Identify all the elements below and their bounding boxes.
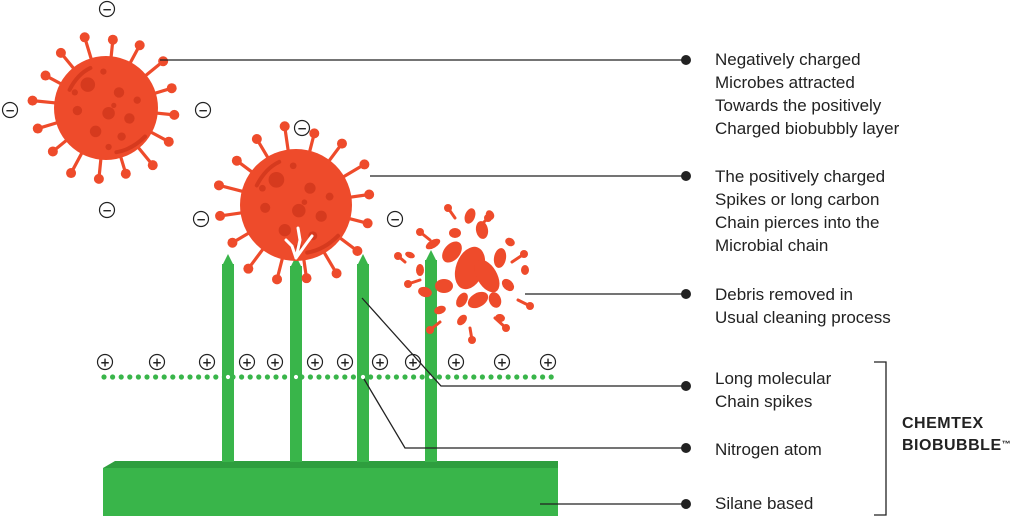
spike [357, 254, 369, 462]
callout-leader-lines [160, 55, 691, 509]
debris-fragment [418, 286, 432, 298]
positive-charge-symbol: + [148, 353, 166, 371]
nitrogen-atom [292, 373, 300, 381]
debris-fragment [493, 248, 507, 268]
callout-dot [681, 171, 691, 181]
callout-long-chain-spikes: Long molecular Chain spikes [715, 369, 832, 411]
brand-label: CHEMTEX BIOBUBBLE™ [902, 413, 1011, 457]
svg-text:+: + [451, 356, 461, 370]
callout-negative-microbes: Negatively charged Microbes attracted To… [715, 50, 900, 138]
positive-charge-symbol: + [96, 353, 114, 371]
brand-line2: BIOBUBBLE™ [902, 437, 1012, 454]
brand-line1: CHEMTEX [902, 415, 984, 432]
negative-charge-symbol: − [194, 101, 212, 119]
nitrogen-atom [359, 373, 367, 381]
positive-charge-symbol: + [404, 353, 422, 371]
svg-text:+: + [310, 356, 320, 370]
callout-dot [681, 499, 691, 509]
negative-charge-symbol: − [293, 119, 311, 137]
debris-fragment [501, 278, 515, 292]
debris-fragment [457, 314, 467, 326]
callout-dot [681, 443, 691, 453]
callout-nitrogen-atom: Nitrogen atom [715, 440, 822, 459]
debris-fragment [521, 265, 529, 275]
debris-fragment [488, 292, 502, 308]
negative-charge-symbol: − [98, 0, 116, 18]
callout-debris: Debris removed in Usual cleaning process [715, 285, 891, 327]
debris-fragment [435, 279, 453, 293]
microbes [27, 32, 375, 285]
trademark-symbol: ™ [1001, 439, 1012, 449]
positive-charge-symbol: + [198, 353, 216, 371]
debris-fragment [464, 208, 476, 224]
debris-fragment [416, 264, 424, 276]
positive-charge-symbol: + [447, 353, 465, 371]
molecular-chain-spikes [222, 250, 437, 462]
debris-fragment [442, 241, 462, 263]
callout-silane-based: Silane based [715, 494, 814, 513]
svg-text:+: + [152, 356, 162, 370]
svg-text:+: + [242, 356, 252, 370]
svg-text:+: + [340, 356, 350, 370]
svg-text:−: − [297, 122, 307, 136]
debris-fragment [449, 228, 461, 238]
svg-text:−: − [196, 213, 206, 227]
callout-dot [681, 381, 691, 391]
positive-charge-symbol: + [266, 353, 284, 371]
negative-charge-symbol: − [1, 101, 19, 119]
silane-base [103, 461, 558, 516]
nitrogen-atom [224, 373, 232, 381]
svg-text:−: − [390, 213, 400, 227]
positive-charge-symbol: + [306, 353, 324, 371]
spike [425, 250, 437, 462]
positive-charge-symbol: + [336, 353, 354, 371]
svg-text:+: + [497, 356, 507, 370]
negative-charge-symbol: − [98, 201, 116, 219]
svg-text:−: − [5, 104, 15, 118]
svg-text:+: + [202, 356, 212, 370]
svg-text:+: + [100, 356, 110, 370]
positive-charged-layer [101, 373, 554, 381]
positive-charge-symbol: + [371, 353, 389, 371]
svg-text:−: − [198, 104, 208, 118]
svg-text:+: + [375, 356, 385, 370]
negative-charge-symbol: − [192, 210, 210, 228]
svg-text:+: + [270, 356, 280, 370]
callout-positive-spikes: The positively charged Spikes or long ca… [715, 167, 886, 255]
positive-charge-symbol: + [493, 353, 511, 371]
callout-dot [681, 289, 691, 299]
debris-fragment [456, 292, 468, 308]
svg-text:−: − [102, 3, 112, 17]
charge-symbols: − − − − − − − + + + + + + + + + + + + [1, 0, 557, 371]
microbe-debris [394, 204, 534, 344]
svg-text:−: − [102, 204, 112, 218]
negative-microbe [27, 32, 180, 184]
spike [222, 254, 234, 462]
callout-dot [681, 55, 691, 65]
debris-fragment [434, 305, 446, 315]
svg-text:+: + [408, 356, 418, 370]
chemtex-bracket [874, 361, 887, 516]
positive-charge-symbol: + [539, 353, 557, 371]
debris-fragment [425, 238, 441, 250]
debris-fragment [505, 237, 515, 247]
svg-text:+: + [543, 356, 553, 370]
positive-charge-symbol: + [238, 353, 256, 371]
negative-charge-symbol: − [386, 210, 404, 228]
debris-fragment [474, 259, 500, 293]
spike [290, 256, 302, 462]
debris-fragment [467, 291, 489, 309]
pierced-microbe [213, 121, 375, 285]
debris-fragment [405, 251, 415, 259]
